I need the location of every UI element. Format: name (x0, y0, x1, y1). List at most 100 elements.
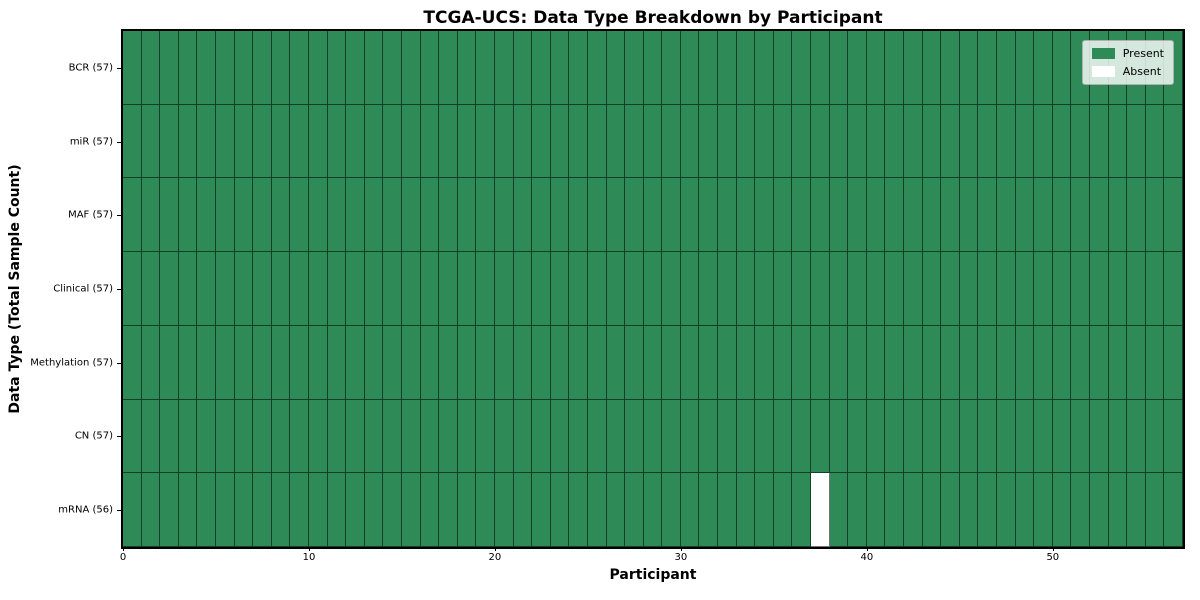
heatmap-cell (494, 104, 514, 179)
heatmap-cell (922, 178, 942, 253)
heatmap-cell (699, 473, 719, 547)
x-tick-label: 40 (860, 552, 874, 563)
heatmap-cell (941, 473, 960, 547)
heatmap-cell (606, 178, 626, 253)
heatmap-cell (829, 325, 849, 400)
heatmap-cell (290, 104, 309, 179)
heatmap-cell (662, 473, 681, 547)
heatmap-cell (420, 399, 440, 474)
heatmap-cell (532, 473, 551, 547)
heatmap-cell (550, 31, 570, 105)
heatmap-cell (178, 31, 198, 105)
heatmap-cell (401, 399, 421, 474)
heatmap-cell (215, 178, 235, 253)
heatmap-cell (773, 252, 793, 326)
heatmap-cell (197, 473, 216, 547)
heatmap-cell (215, 473, 235, 547)
y-tick-mark (117, 362, 121, 364)
heatmap-cell (420, 325, 440, 400)
heatmap-cell (922, 31, 942, 105)
heatmap-cell (625, 31, 644, 105)
heatmap-cell (532, 178, 551, 253)
heatmap-cell (606, 252, 626, 326)
heatmap-grid (123, 31, 1183, 547)
heatmap-cell (811, 178, 830, 253)
heatmap-cell (680, 399, 700, 474)
heatmap-cell (904, 473, 923, 547)
heatmap-cell (123, 178, 142, 253)
heatmap-cell (234, 399, 254, 474)
heatmap-cell (160, 31, 179, 105)
heatmap-cell (494, 252, 514, 326)
heatmap-cell (848, 178, 867, 253)
heatmap-cell (959, 252, 979, 326)
heatmap-cell (1127, 399, 1146, 474)
heatmap-cell (1052, 31, 1072, 105)
heatmap-cell (215, 31, 235, 105)
heatmap-cell (123, 252, 142, 326)
heatmap-cell (457, 325, 477, 400)
legend-label: Absent (1122, 65, 1162, 78)
heatmap-cell (643, 104, 663, 179)
heatmap-cell (197, 178, 216, 253)
heatmap-cell (1052, 252, 1072, 326)
heatmap-cell (792, 252, 812, 326)
heatmap-cell (215, 399, 235, 474)
heatmap-cell (1034, 399, 1053, 474)
heatmap-cell (401, 325, 421, 400)
heatmap-cell (550, 325, 570, 400)
heatmap-cell (848, 252, 867, 326)
heatmap-cell (476, 325, 495, 400)
heatmap-cell (1145, 252, 1165, 326)
heatmap-cell (253, 325, 272, 400)
y-tick-label: CN (57) (74, 430, 113, 442)
y-tick-label: BCR (57) (68, 62, 113, 74)
heatmap-cell (123, 473, 142, 547)
heatmap-cell (662, 178, 681, 253)
heatmap-cell (718, 178, 737, 253)
heatmap-cell (997, 473, 1016, 547)
heatmap-cell (271, 399, 291, 474)
heatmap-cell (866, 473, 886, 547)
heatmap-cell (476, 399, 495, 474)
heatmap-cell (308, 31, 328, 105)
heatmap-cell (1034, 104, 1053, 179)
heatmap-cell (755, 252, 774, 326)
heatmap-cell (1052, 325, 1072, 400)
heatmap-cell (364, 473, 384, 547)
heatmap-cell (1108, 252, 1128, 326)
heatmap-cell (439, 399, 458, 474)
heatmap-cell (904, 104, 923, 179)
heatmap-cell (383, 252, 402, 326)
heatmap-cell (625, 399, 644, 474)
legend: Present Absent (1081, 40, 1174, 85)
heatmap-cell (550, 178, 570, 253)
heatmap-cell (420, 252, 440, 326)
heatmap-cell (290, 325, 309, 400)
heatmap-cell (773, 399, 793, 474)
heatmap-cell (885, 252, 905, 326)
y-tick-mark (117, 510, 121, 512)
heatmap-cell (1052, 399, 1072, 474)
heatmap-cell (1127, 252, 1146, 326)
heatmap-cell (978, 178, 998, 253)
heatmap-cell (1071, 325, 1091, 400)
heatmap-cell (308, 178, 328, 253)
heatmap-cell (476, 104, 495, 179)
heatmap-cell (848, 104, 867, 179)
heatmap-cell (643, 252, 663, 326)
heatmap-cell (941, 252, 960, 326)
heatmap-cell (736, 473, 756, 547)
heatmap-cell (829, 104, 849, 179)
heatmap-cell (885, 104, 905, 179)
heatmap-cell (829, 399, 849, 474)
heatmap-cell (829, 31, 849, 105)
heatmap-cell (457, 104, 477, 179)
heatmap-cell (550, 399, 570, 474)
heatmap-cell (718, 104, 737, 179)
heatmap-cell (550, 252, 570, 326)
heatmap-cell (327, 252, 347, 326)
heatmap-cell (308, 104, 328, 179)
heatmap-cell (234, 252, 254, 326)
heatmap-cell (327, 399, 347, 474)
